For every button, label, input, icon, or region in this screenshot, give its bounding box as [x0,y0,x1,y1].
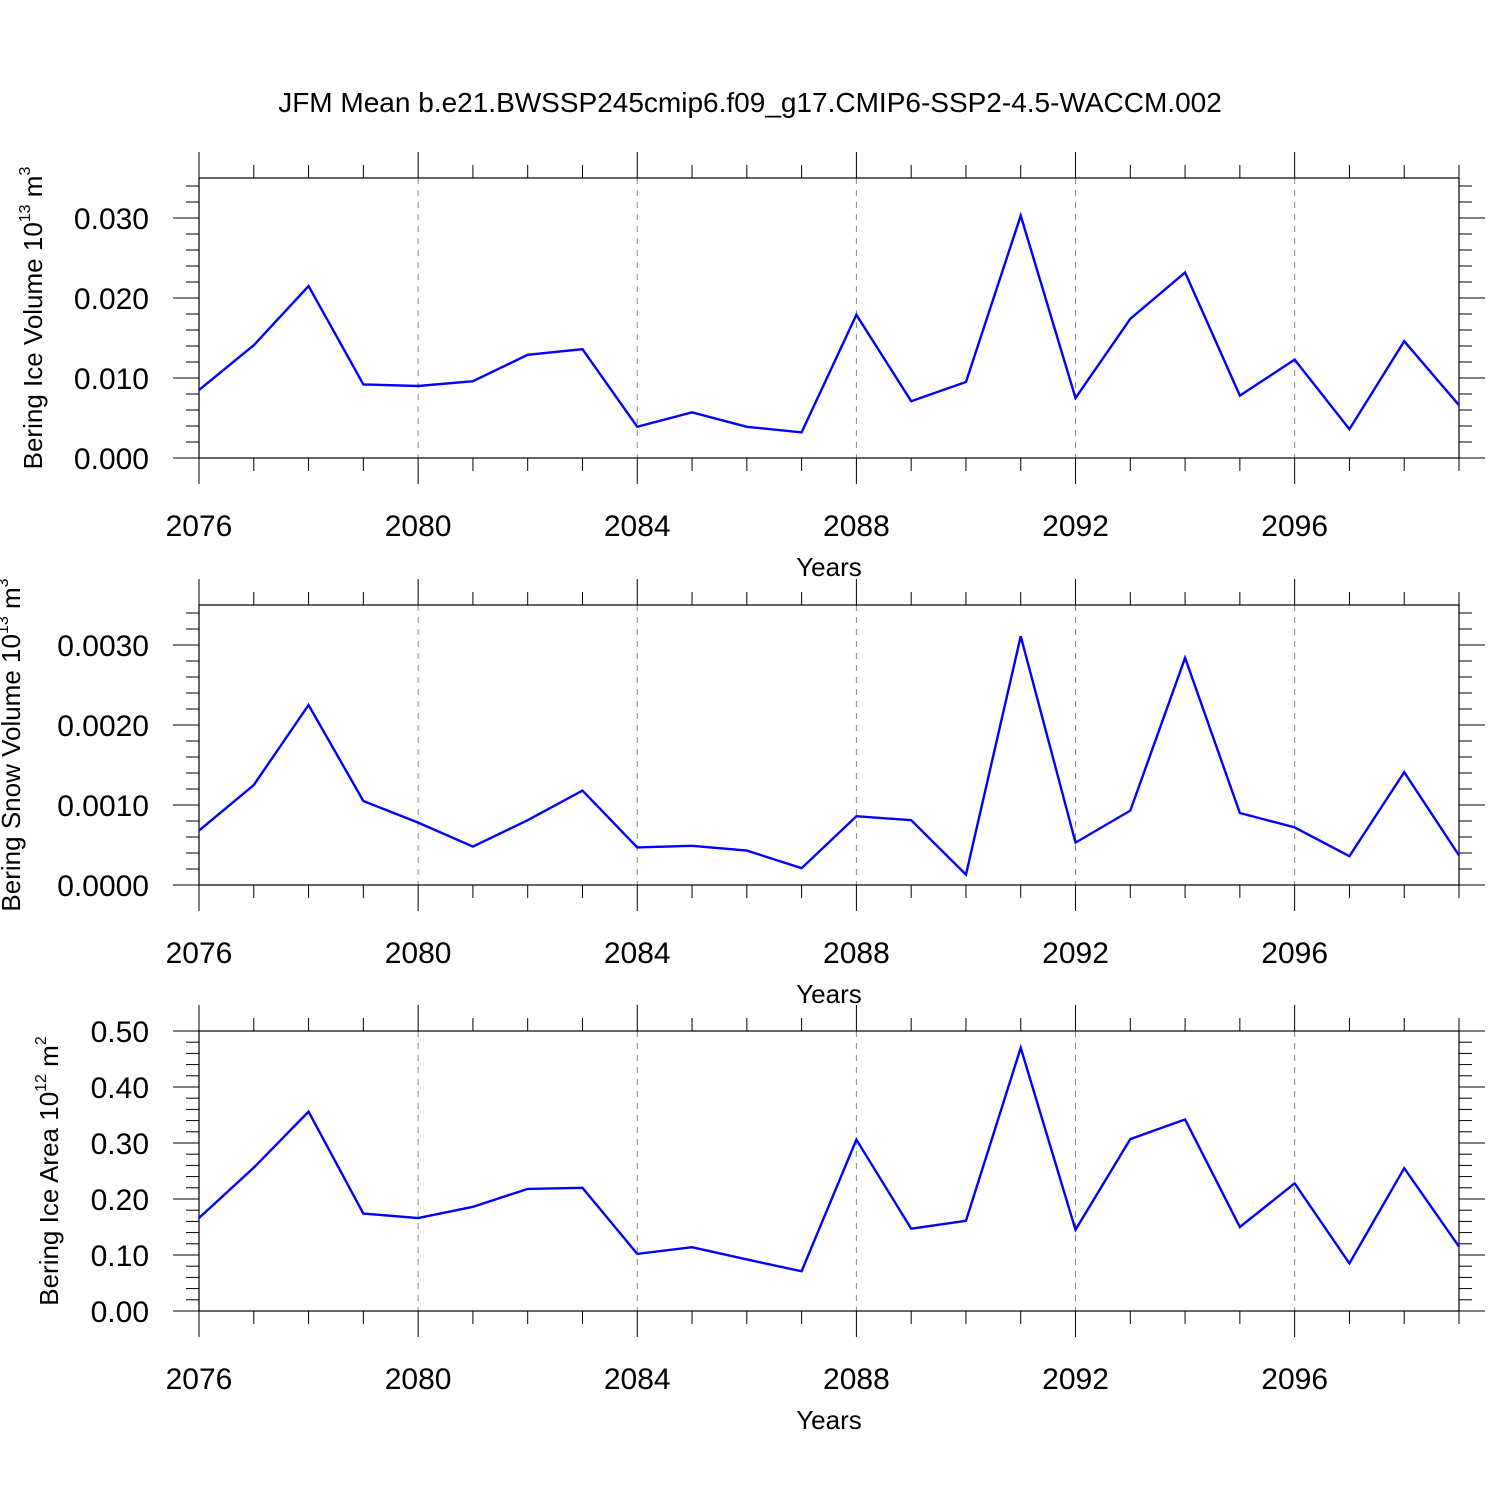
x-tick-label: 2088 [823,937,890,970]
x-axis-title-ice-area: Years [796,1405,862,1435]
y-tick-label: 0.20 [91,1184,149,1217]
x-tick-label: 2076 [166,1363,233,1396]
y-axis-title-text: Bering Snow Volume 10 [0,634,26,912]
x-axis-title-ice-volume: Years [796,552,862,582]
y-tick-label: 0.000 [74,443,149,476]
y-tick-label: 0.10 [91,1240,149,1273]
y-tick-label: 0.40 [91,1072,149,1105]
y-axis-title-text: Bering Ice Volume 10 [18,222,48,469]
y-tick-label: 0.010 [74,363,149,396]
panel-ice-volume: Bering Ice Volume 1013 m3 Years 2076 2080… [17,152,1485,582]
y-axis-unit-exponent: 2 [33,1036,50,1045]
x-axis-title-snow-volume: Years [796,979,862,1009]
x-tick-label: 2076 [166,510,233,543]
y-tick-label: 0.030 [74,203,149,236]
y-tick-label: 0.50 [91,1016,149,1049]
y-axis-title-ice-volume: Bering Ice Volume 1013 m3 [17,167,48,470]
y-tick-label: 0.00 [91,1296,149,1329]
panel-snow-volume: Bering Snow Volume 1013 m3 Years 2076 208… [0,578,1485,1009]
y-axis-title-exponent: 13 [0,616,12,634]
x-tick-label: 2080 [385,937,452,970]
y-axis-title-snow-volume: Bering Snow Volume 1013 m3 [0,578,26,911]
y-tick-label: 0.0000 [57,870,149,903]
x-tick-label: 2088 [823,510,890,543]
y-axis-unit: m [0,587,26,609]
x-tick-label: 2080 [385,510,452,543]
y-axis-title-text: Bering Ice Area 10 [34,1092,64,1306]
x-tick-label: 2092 [1042,937,1109,970]
x-tick-label: 2092 [1042,1363,1109,1396]
panel-ice-area: Bering Ice Area 1012 m2 Years 2076 2080 20… [33,1005,1485,1435]
x-tick-label: 2076 [166,937,233,970]
x-tick-label: 2092 [1042,510,1109,543]
y-tick-label: 0.020 [74,283,149,316]
y-axis-unit: m [34,1045,64,1067]
plot-frame [198,604,1460,886]
series-line [198,211,1460,434]
y-axis-title-ice-area: Bering Ice Area 1012 m2 [33,1036,64,1306]
y-axis-unit-exponent: 3 [0,578,12,587]
x-tick-label: 2084 [604,510,671,543]
y-tick-label: 0.0030 [57,630,149,663]
figure-title: JFM Mean b.e21.BWSSP245cmip6.f09_g17.CMI… [278,87,1222,118]
series-line [198,1043,1460,1273]
x-tick-label: 2096 [1261,937,1328,970]
y-tick-label: 0.0020 [57,710,149,743]
plot-frame [198,1030,1460,1312]
x-tick-label: 2088 [823,1363,890,1396]
plot-frame [198,177,1460,459]
x-tick-label: 2084 [604,1363,671,1396]
y-axis-title-exponent: 12 [33,1074,50,1092]
x-tick-label: 2084 [604,937,671,970]
y-axis-unit-exponent: 3 [17,167,34,176]
y-tick-label: 0.30 [91,1128,149,1161]
x-tick-label: 2080 [385,1363,452,1396]
x-tick-label: 2096 [1261,510,1328,543]
y-axis-unit: m [18,176,48,198]
series-line [198,635,1461,877]
y-axis-title-exponent: 13 [17,204,34,222]
y-tick-label: 0.0010 [57,790,149,823]
x-tick-label: 2096 [1261,1363,1328,1396]
